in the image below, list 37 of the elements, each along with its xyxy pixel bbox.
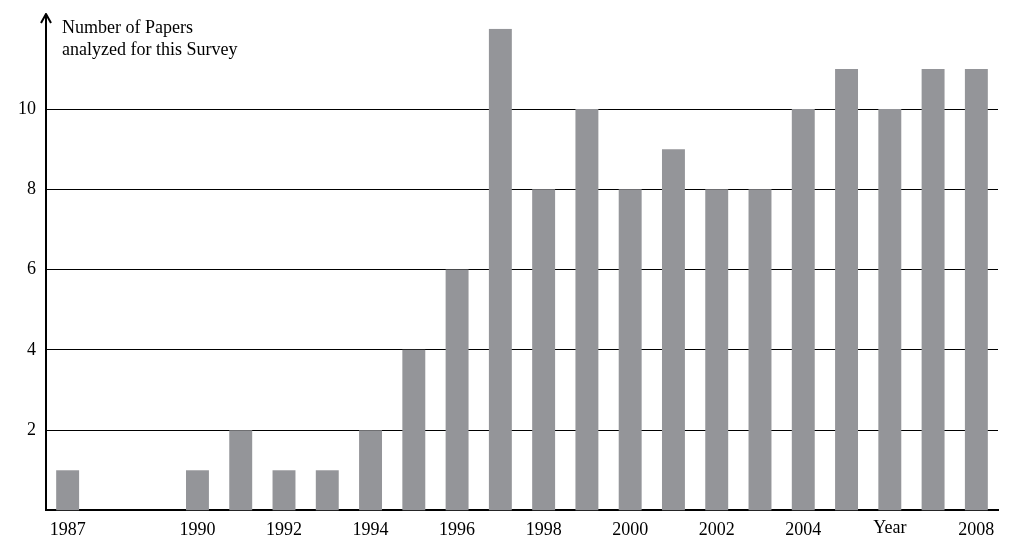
- x-tick-label: 2000: [612, 518, 649, 539]
- x-tick-label: 2004: [785, 518, 822, 539]
- bar: [921, 68, 945, 511]
- bar: [791, 109, 815, 511]
- bar: [56, 470, 80, 511]
- bar: [185, 470, 209, 511]
- x-tick-label: 1994: [352, 518, 389, 539]
- y-axis-title: Number of Papers analyzed for this Survey: [62, 16, 238, 59]
- y-tick-label: 2: [27, 418, 36, 439]
- bar: [661, 149, 685, 511]
- bar: [272, 470, 296, 511]
- bar: [748, 189, 772, 511]
- bar: [705, 189, 729, 511]
- bar: [618, 189, 642, 511]
- x-tick-label: 1990: [179, 518, 216, 539]
- y-tick-label: 6: [27, 258, 36, 279]
- bar: [575, 109, 599, 511]
- x-tick-label: 1992: [266, 518, 302, 539]
- bar: [488, 28, 512, 511]
- x-tick-label: 1996: [439, 518, 476, 539]
- y-tick-label: 10: [18, 97, 36, 118]
- x-tick-label: 2008: [958, 518, 995, 539]
- x-tick-label: 1998: [525, 518, 562, 539]
- y-tick-label: 8: [27, 178, 36, 199]
- bar: [878, 109, 902, 511]
- x-tick-label: 1987: [49, 518, 86, 539]
- x-tick-label: 2002: [698, 518, 735, 539]
- bar: [532, 189, 556, 511]
- bar: [359, 430, 383, 511]
- x-axis-title: Year: [873, 517, 907, 538]
- y-tick-label: 4: [27, 338, 36, 359]
- bar: [964, 68, 988, 511]
- bar: [835, 68, 859, 511]
- bar: [402, 349, 426, 511]
- bar: [445, 269, 469, 511]
- bar: [315, 470, 339, 511]
- bar: [229, 430, 253, 511]
